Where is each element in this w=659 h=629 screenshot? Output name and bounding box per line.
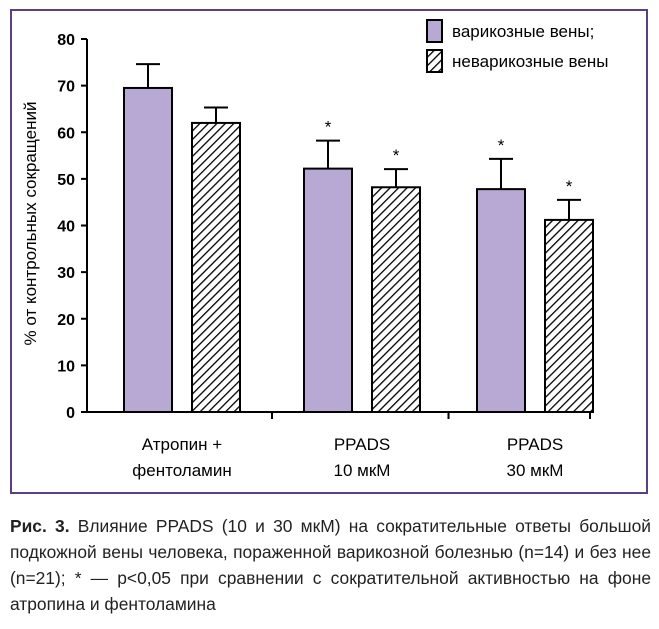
bar [191,121,241,414]
bar [476,188,526,413]
y-tick-label: 50 [57,172,75,189]
y-tick-label: 20 [57,312,75,329]
category-label: Атропин + [142,435,222,454]
legend-label: неварикозные вены [452,52,608,71]
y-tick-label: 10 [57,358,75,375]
caption-text: Влияние PPADS (10 и 30 мкМ) на сократите… [10,516,651,614]
bar-chart: 0 10 20 30 40 50 60 70 80 % от контрольных сокращ… [21,19,608,480]
figure-caption: Рис. 3. Влияние PPADS (10 и 30 мкМ) на с… [10,513,651,617]
category-label: 30 мкМ [507,461,564,480]
y-tick-label: 80 [57,32,75,49]
category-label: PPADS [334,435,390,454]
significance-marker: * [498,136,505,155]
y-tick-label: 30 [57,265,75,282]
y-tick-label: 60 [57,125,75,142]
y-axis-title: % от контрольных сокращений [21,102,40,346]
legend-swatch [426,19,443,43]
bar [544,218,594,413]
significance-marker: * [566,177,573,196]
bar [303,167,353,413]
category-label: фентоламин [132,461,231,480]
legend-swatch [426,49,443,73]
y-tick-label: 70 [57,79,75,96]
y-tick-label: 0 [66,405,75,422]
category-label: PPADS [507,435,563,454]
significance-marker: * [325,118,332,137]
bar [123,86,173,414]
bar [371,186,421,413]
significance-marker: * [393,146,400,165]
category-label: 10 мкМ [334,461,391,480]
legend-label: варикозные вены; [452,22,594,41]
caption-label: Рис. 3. [10,516,70,536]
y-tick-label: 40 [57,219,75,236]
